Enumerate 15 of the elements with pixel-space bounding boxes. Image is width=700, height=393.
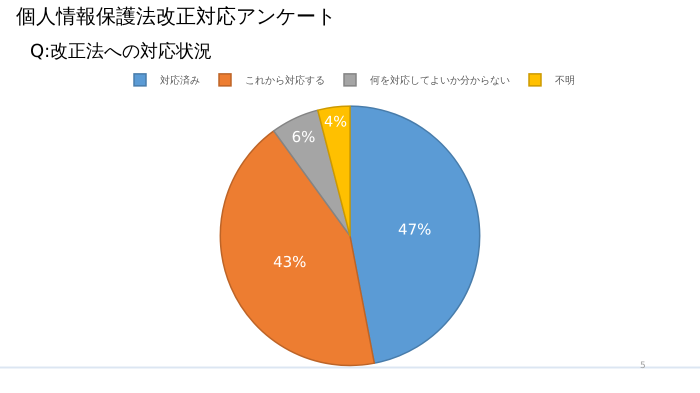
pie-slice	[316, 105, 351, 237]
legend-label: 対応済み	[160, 74, 200, 87]
pie-slice	[220, 130, 376, 366]
legend-label: これから対応する	[245, 74, 325, 87]
data-label: 47%	[398, 220, 432, 239]
chart-subtitle: Q:改正法への対応状況	[30, 41, 212, 62]
legend-label: 不明	[555, 76, 575, 87]
pie-slice	[349, 105, 480, 364]
data-label: 43%	[273, 252, 306, 271]
chart-title: 個人情報保護法改正対応アンケート	[16, 4, 336, 28]
data-label: 4%	[324, 114, 348, 130]
text: 5	[640, 361, 646, 371]
legend-label: 何を対応してよいか分からない	[370, 74, 510, 87]
pie-slice	[273, 109, 351, 237]
data-label: 6%	[292, 128, 316, 146]
